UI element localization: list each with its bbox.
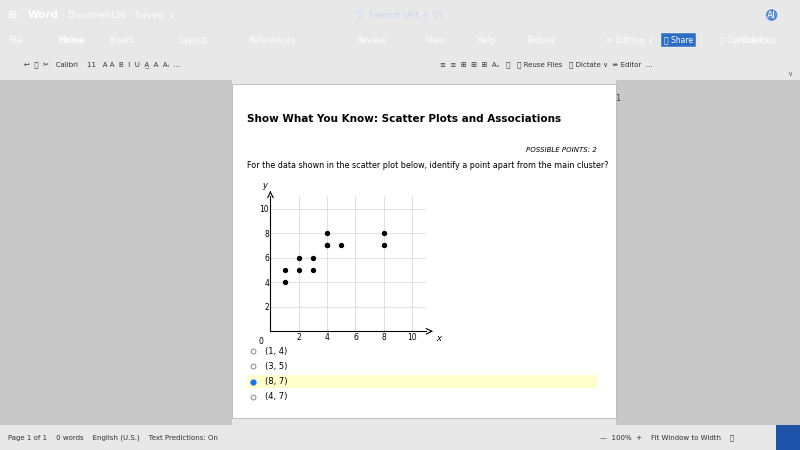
- Text: x: x: [436, 334, 442, 343]
- Text: 💬 Comments: 💬 Comments: [720, 36, 768, 45]
- Text: Word: Word: [28, 10, 59, 20]
- Text: Page 1 of 1    0 words    English (U.S.)    Text Predictions: On: Page 1 of 1 0 words English (U.S.) Text …: [8, 434, 218, 441]
- Text: Help: Help: [476, 36, 495, 45]
- Text: (4, 7): (4, 7): [265, 392, 287, 401]
- Text: File: File: [8, 36, 22, 45]
- Text: References: References: [248, 36, 295, 45]
- Bar: [232, 84, 616, 418]
- Point: [335, 242, 348, 249]
- Bar: [616, 80, 800, 425]
- Text: Layout: Layout: [178, 36, 207, 45]
- Point: [378, 242, 390, 249]
- Text: View: View: [426, 36, 446, 45]
- Point: [292, 266, 305, 274]
- Text: 🔍  Search (Alt + Q): 🔍 Search (Alt + Q): [358, 10, 442, 19]
- Text: Picture: Picture: [526, 36, 556, 45]
- Text: ✏ Editing ∨: ✏ Editing ∨: [606, 36, 654, 45]
- Bar: [247, 375, 597, 388]
- Text: POSSIBLE POINTS: 2: POSSIBLE POINTS: 2: [526, 147, 597, 153]
- Text: Home: Home: [58, 36, 86, 45]
- Point: [306, 266, 319, 274]
- Point: [321, 230, 334, 237]
- Text: ↗ Catch up: ↗ Catch up: [733, 36, 776, 45]
- Text: y: y: [262, 181, 267, 190]
- Text: ⊞: ⊞: [8, 10, 18, 20]
- Text: (8, 7): (8, 7): [265, 377, 287, 386]
- Text: (1, 4): (1, 4): [265, 347, 287, 356]
- Point: [278, 279, 291, 286]
- Point: [292, 254, 305, 261]
- Point: [306, 254, 319, 261]
- Text: ∨: ∨: [787, 71, 792, 77]
- Text: 🔗 Share: 🔗 Share: [664, 36, 693, 45]
- Text: Review: Review: [356, 36, 386, 45]
- Text: Insert: Insert: [109, 36, 133, 45]
- Bar: [776, 425, 800, 450]
- Point: [278, 266, 291, 274]
- Bar: [0, 80, 232, 425]
- Text: ↩  ⬜  ✂   Calibri    11   A A  B  I  U  A̲  A  Aᵢ  ...: ↩ ⬜ ✂ Calibri 11 A A B I U A̲ A Aᵢ ...: [24, 62, 180, 68]
- Text: Document26 - Saved  ∨: Document26 - Saved ∨: [68, 10, 176, 19]
- Text: 0: 0: [258, 337, 263, 346]
- Text: ≡  ≡  ⊞  ⊞  ⊞  Aᵥ   🔍   📋 Reuse Files   🎤 Dictate ∨  ✏ Editor  ...: ≡ ≡ ⊞ ⊞ ⊞ Aᵥ 🔍 📋 Reuse Files 🎤 Dictate ∨…: [440, 62, 653, 68]
- Text: For the data shown in the scatter plot below, identify a point apart from the ma: For the data shown in the scatter plot b…: [247, 161, 609, 170]
- Text: (3, 5): (3, 5): [265, 362, 287, 371]
- Point: [321, 242, 334, 249]
- Text: Show What You Know: Scatter Plots and Associations: Show What You Know: Scatter Plots and As…: [247, 114, 562, 124]
- Text: 1: 1: [614, 94, 620, 103]
- Text: AI: AI: [767, 10, 776, 19]
- Text: —  100%  +    Fit Window to Width    🔍: — 100% + Fit Window to Width 🔍: [600, 434, 734, 441]
- Point: [321, 242, 334, 249]
- Point: [378, 230, 390, 237]
